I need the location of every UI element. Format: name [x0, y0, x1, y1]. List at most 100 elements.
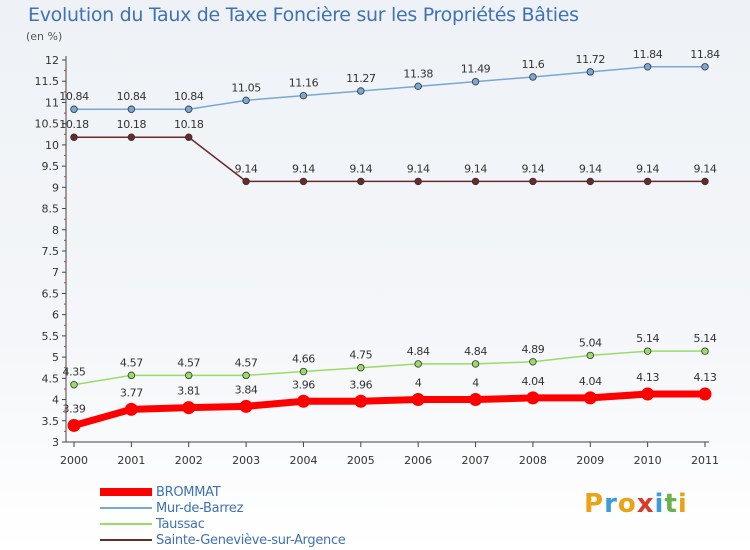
- legend-swatch: [100, 539, 152, 541]
- data-label: 4.04: [579, 375, 602, 388]
- x-tick-label: 2006: [404, 454, 432, 467]
- proxiti-logo: Proxiti: [584, 489, 688, 519]
- data-label: 10.84: [59, 90, 89, 103]
- data-label: 3.77: [120, 386, 143, 399]
- data-label: 10.18: [174, 118, 204, 131]
- data-point: [127, 371, 136, 380]
- y-tick-label: 5.5: [42, 330, 60, 343]
- data-point: [529, 177, 537, 186]
- data-point: [414, 177, 422, 186]
- data-label: 11.72: [576, 53, 606, 66]
- data-label: 4.75: [349, 349, 372, 362]
- data-point: [529, 73, 537, 81]
- y-tick-label: 3.5: [42, 415, 60, 428]
- data-label: 5.14: [694, 332, 717, 345]
- data-point: [701, 177, 709, 186]
- y-tick-label: 8: [52, 224, 59, 237]
- logo-letter: x: [636, 489, 655, 519]
- data-label: 4: [472, 377, 479, 390]
- data-point: [414, 82, 422, 91]
- data-point: [529, 358, 537, 366]
- data-label: 9.14: [235, 162, 258, 175]
- data-point: [586, 351, 594, 360]
- data-point: [471, 360, 480, 368]
- data-point: [70, 381, 78, 389]
- data-point: [526, 391, 540, 405]
- data-label: 4.66: [292, 353, 315, 366]
- legend-item: BROMMAT: [100, 484, 346, 500]
- data-label: 4.57: [235, 356, 258, 369]
- data-label: 10.18: [59, 118, 89, 131]
- data-point: [586, 177, 594, 186]
- data-point: [586, 68, 594, 76]
- data-label: 11.49: [461, 63, 491, 76]
- data-point: [643, 177, 652, 186]
- data-label: 4.84: [464, 345, 487, 358]
- data-point: [182, 401, 196, 415]
- x-tick-label: 2005: [347, 454, 375, 467]
- y-tick-label: 8.5: [42, 203, 60, 216]
- legend-swatch: [100, 488, 152, 496]
- data-label: 9.14: [521, 162, 544, 175]
- data-label: 4.04: [521, 375, 544, 388]
- data-point: [643, 347, 652, 355]
- data-point: [242, 371, 250, 380]
- data-point: [583, 391, 597, 405]
- data-point: [357, 364, 365, 372]
- data-label: 3.96: [292, 378, 315, 391]
- x-tick-label: 2001: [117, 454, 145, 467]
- x-tick-label: 2007: [462, 454, 490, 467]
- data-point: [471, 177, 480, 186]
- x-tick-label: 2003: [232, 454, 260, 467]
- legend-swatch: [100, 507, 152, 509]
- data-label: 11.05: [231, 81, 261, 94]
- data-point: [67, 418, 81, 432]
- data-label: 10.84: [174, 90, 204, 103]
- data-label: 3.39: [63, 402, 86, 415]
- data-point: [698, 387, 712, 401]
- data-point: [299, 367, 308, 376]
- data-point: [124, 402, 138, 416]
- data-label: 3.81: [177, 385, 200, 398]
- y-tick-label: 7: [52, 266, 59, 279]
- data-label: 3.84: [235, 383, 258, 396]
- series-line: [73, 136, 706, 183]
- logo-letter: P: [584, 489, 605, 519]
- data-point: [299, 177, 308, 186]
- y-axis-unit: (en %): [26, 30, 63, 43]
- data-label: 11.84: [690, 48, 720, 61]
- data-label: 11.38: [403, 67, 433, 80]
- y-tick-label: 11: [45, 96, 59, 109]
- data-label: 4.57: [120, 356, 143, 369]
- series-line: [73, 66, 706, 110]
- legend-swatch: [100, 523, 152, 525]
- data-point: [242, 177, 250, 186]
- logo-letter: i: [654, 489, 665, 519]
- x-tick-label: 2002: [175, 454, 203, 467]
- data-point: [185, 371, 193, 380]
- data-point: [643, 63, 652, 71]
- data-label: 9.14: [694, 162, 717, 175]
- data-point: [414, 360, 422, 368]
- y-tick-label: 9: [52, 181, 59, 194]
- data-point: [127, 133, 136, 141]
- x-tick-label: 2011: [691, 454, 719, 467]
- y-tick-label: 10: [45, 139, 59, 152]
- y-tick-label: 4: [52, 394, 59, 407]
- data-point: [357, 87, 365, 95]
- data-label: 9.14: [464, 162, 487, 175]
- series-line: [70, 390, 709, 429]
- y-tick-label: 7.5: [42, 245, 60, 258]
- data-label: 4: [415, 377, 422, 390]
- data-point: [299, 91, 308, 100]
- data-label: 11.6: [521, 58, 544, 71]
- logo-letter: t: [664, 489, 678, 519]
- y-tick-label: 12: [45, 54, 59, 67]
- logo-letter: r: [604, 489, 618, 519]
- data-label: 9.14: [636, 162, 659, 175]
- data-label: 9.14: [349, 162, 372, 175]
- data-label: 11.16: [289, 77, 319, 90]
- data-point: [239, 399, 253, 413]
